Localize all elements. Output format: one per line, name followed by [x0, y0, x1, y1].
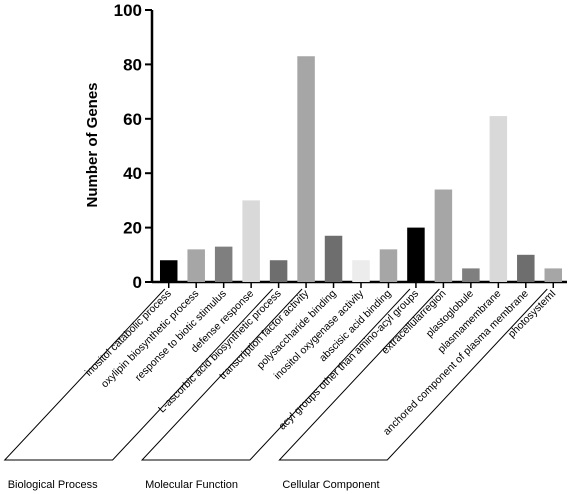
bar: [187, 249, 205, 282]
group-label: Cellular Component: [282, 479, 379, 491]
y-tick-label: 60: [123, 110, 142, 129]
category-groups: Biological Process Molecular Function Cell…: [3, 288, 548, 491]
bar: [379, 249, 398, 282]
bar: [297, 56, 315, 282]
y-tick-label: 20: [123, 219, 142, 238]
group-label: Biological Process: [8, 479, 98, 491]
group-bracket: [278, 288, 548, 461]
bar: [324, 235, 343, 282]
y-axis-label: Number of Genes: [84, 82, 101, 207]
bar: [269, 260, 288, 282]
bar: [214, 246, 233, 282]
bars: [159, 56, 563, 282]
bar: [352, 260, 370, 282]
bar: [544, 268, 563, 282]
bar: [489, 116, 508, 282]
group-bracket: [3, 288, 273, 461]
bar: [462, 268, 480, 282]
y-tick-label: 0: [133, 273, 142, 292]
group-bracket: [140, 288, 411, 461]
bar: [517, 254, 535, 282]
y-tick-label: 100: [114, 1, 142, 20]
y-tick-label: 80: [123, 55, 142, 74]
bar: [242, 200, 260, 282]
group-label: Molecular Function: [145, 479, 238, 491]
y-tick-label: 40: [123, 164, 142, 183]
bar: [159, 260, 178, 282]
bar: [407, 227, 425, 282]
bar: [434, 189, 453, 282]
